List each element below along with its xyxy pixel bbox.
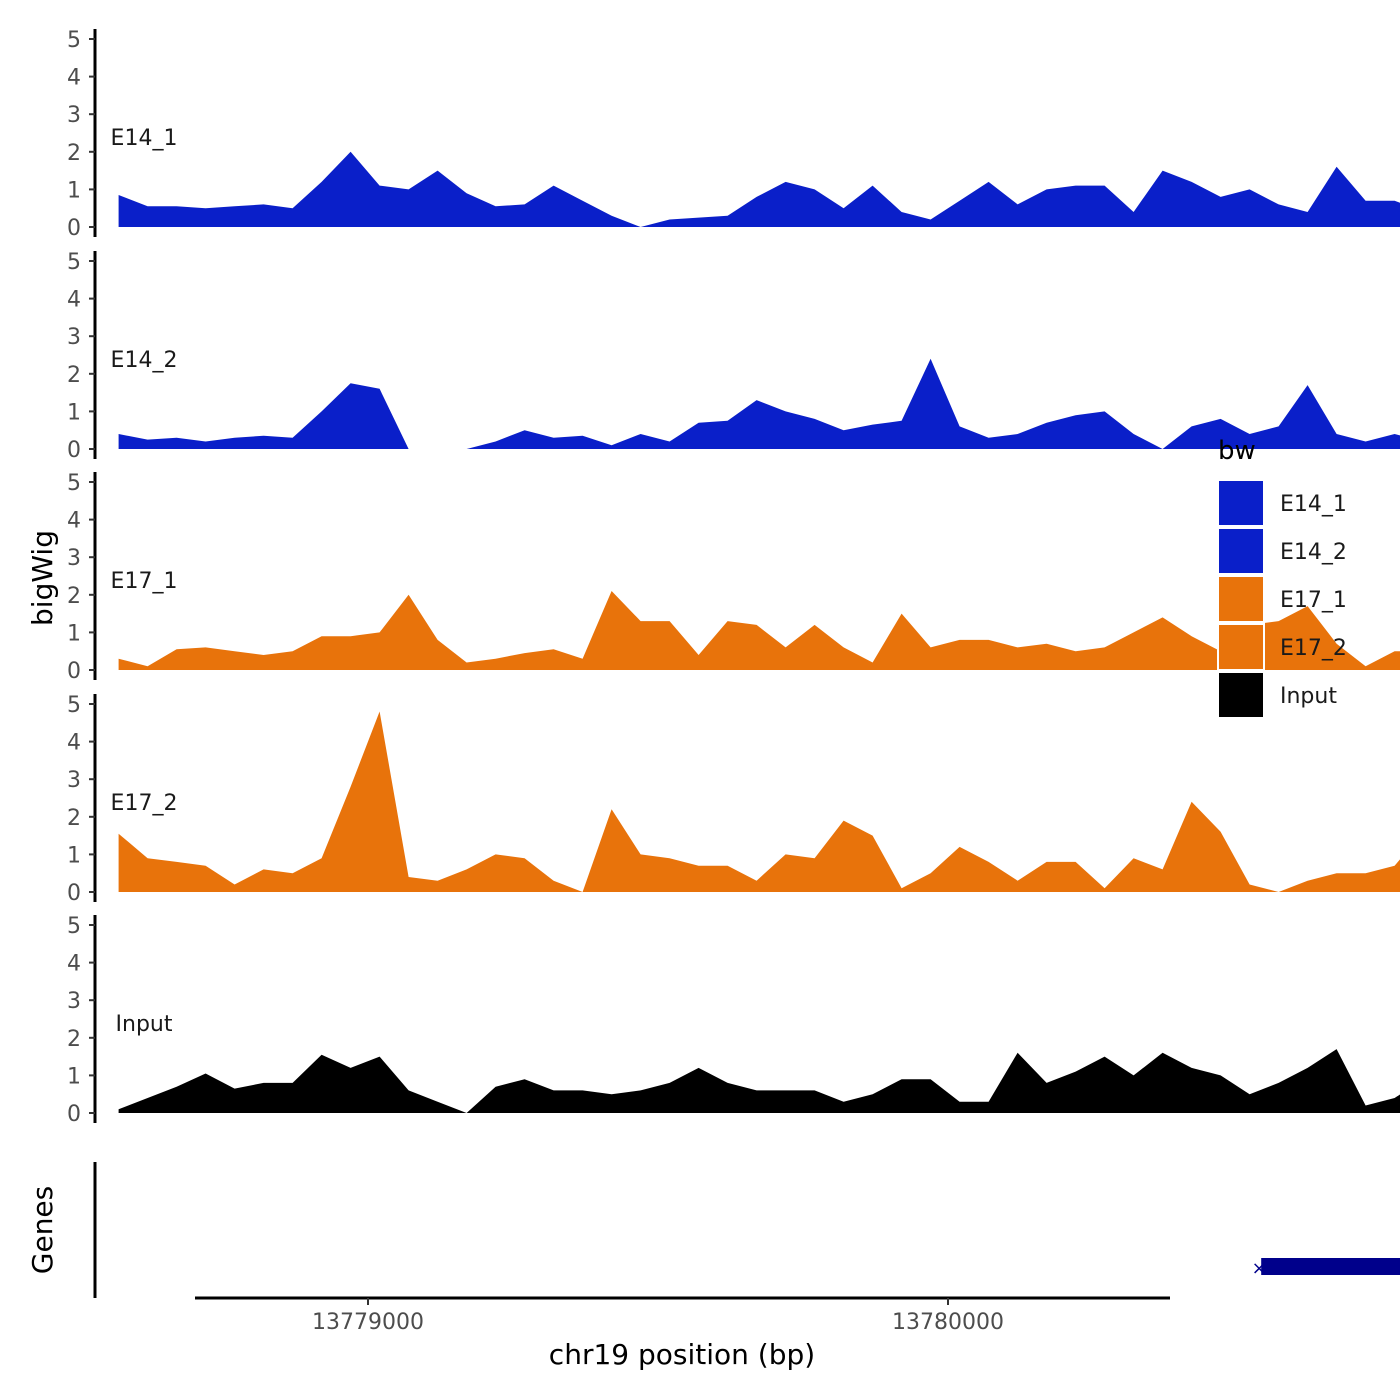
y-tick-label: 5 [67, 250, 81, 275]
y-axis-title: bigWig [26, 530, 59, 626]
legend-swatch [1217, 479, 1265, 527]
track-panel-E17_1: 0 1 2 3 4 5 E17_1 [67, 471, 1400, 684]
legend-swatch [1217, 575, 1265, 623]
y-tick-label: 5 [67, 471, 81, 496]
y-tick-label: 5 [67, 914, 81, 939]
area-E14_2 [118, 358, 1400, 449]
y-tick-label: 3 [67, 989, 81, 1014]
y-tick-label: 2 [67, 806, 81, 831]
gene-body-Olfr1496 [1261, 1258, 1400, 1275]
y-tick-label: 2 [67, 363, 81, 388]
facet-label-E17_2: E17_2 [111, 791, 178, 816]
legend-swatch [1217, 527, 1265, 575]
y-tick-label: 4 [67, 731, 81, 756]
strand-mark: × [1252, 1258, 1267, 1279]
x-tick-label: 13780000 [892, 1310, 1004, 1335]
y-tick-label: 0 [67, 216, 81, 241]
y-tick-label: 0 [67, 659, 81, 684]
y-tick-label: 1 [67, 1064, 81, 1089]
y-tick-label: 2 [67, 141, 81, 166]
facet-label-Input: Input [116, 1012, 173, 1037]
legend-label: E14_1 [1280, 492, 1347, 517]
legend-label: E14_2 [1280, 540, 1347, 565]
track-panel-E14_1: 0 1 2 3 4 5 E14_1 [67, 28, 1400, 241]
x-tick-label: 13779000 [312, 1310, 424, 1335]
y-tick-label: 5 [67, 28, 81, 53]
y-tick-label: 4 [67, 509, 81, 534]
genes-panel: Olfr1496×× [93, 1162, 1400, 1298]
y-tick-label: 1 [67, 621, 81, 646]
y-tick-label: 0 [67, 438, 81, 463]
track-panel-E14_2: 0 1 2 3 4 5 E14_2 [67, 250, 1400, 463]
legend-item-E17_2: E17_2 [1217, 623, 1347, 671]
y-tick-label: 3 [67, 103, 81, 128]
y-tick-label: 4 [67, 952, 81, 977]
y-tick-label: 0 [67, 1102, 81, 1127]
x-axis: 137790001378000013781000 [195, 1296, 1170, 1335]
facet-label-E17_1: E17_1 [111, 569, 178, 594]
area-Input [118, 1049, 1400, 1113]
legend-title: bw [1218, 436, 1256, 466]
y-tick-label: 2 [67, 584, 81, 609]
x-axis-title: chr19 position (bp) [549, 1338, 815, 1371]
y-tick-label: 4 [67, 288, 81, 313]
track-panels: 0 1 2 3 4 5 E14_1 0 1 2 3 4 5 E14_2 0 1 2 3 4 5 E17_1 0 1 2 3 4 5 E… [67, 28, 1400, 1127]
facet-label-E14_1: E14_1 [111, 126, 178, 151]
y-tick-label: 0 [67, 881, 81, 906]
legend-item-E17_1: E17_1 [1217, 575, 1347, 623]
legend: bw E14_1 E14_2 E17_1 E17_2 Input [1217, 436, 1347, 719]
legend-label: E17_1 [1280, 588, 1347, 613]
area-E17_1 [118, 591, 1400, 670]
legend-swatch [1217, 671, 1265, 719]
genes-axis-title: Genes [26, 1186, 59, 1274]
track-panel-E17_2: 0 1 2 3 4 5 E17_2 [67, 693, 1400, 906]
area-E14_1 [118, 151, 1400, 227]
area-E17_2 [118, 711, 1400, 892]
legend-item-E14_1: E14_1 [1217, 479, 1347, 527]
y-tick-label: 1 [67, 400, 81, 425]
y-tick-label: 3 [67, 768, 81, 793]
facet-label-E14_2: E14_2 [111, 348, 178, 373]
legend-swatch [1217, 623, 1265, 671]
y-tick-label: 2 [67, 1027, 81, 1052]
legend-item-E14_2: E14_2 [1217, 527, 1347, 575]
legend-label: E17_2 [1280, 636, 1347, 661]
track-panel-Input: 0 1 2 3 4 5 Input [67, 914, 1400, 1127]
y-tick-label: 1 [67, 843, 81, 868]
legend-item-Input: Input [1217, 671, 1337, 719]
y-tick-label: 3 [67, 325, 81, 350]
y-tick-label: 3 [67, 546, 81, 571]
y-tick-label: 4 [67, 66, 81, 91]
y-tick-label: 5 [67, 693, 81, 718]
y-tick-label: 1 [67, 178, 81, 203]
legend-label: Input [1280, 684, 1337, 709]
